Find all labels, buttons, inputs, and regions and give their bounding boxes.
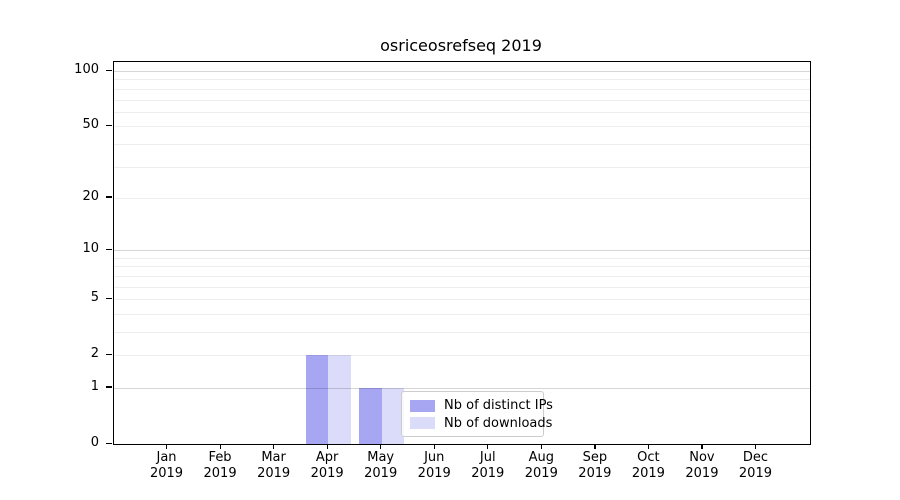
y-tick-mark: [106, 248, 112, 250]
legend-item-distinct-ips: Nb of distinct IPs: [410, 397, 553, 415]
x-tick-mark: [754, 444, 757, 449]
legend-item-downloads: Nb of downloads: [410, 415, 552, 433]
y-tick-label: 0: [90, 435, 99, 450]
x-tick-mark: [701, 444, 703, 449]
bar-nb-of-downloads-may: [381, 388, 405, 444]
y-tick-mark: [106, 69, 112, 71]
x-tick-mark: [540, 444, 542, 449]
legend-swatch-downloads: [410, 417, 435, 430]
minor-gridline: [114, 79, 810, 81]
y-tick-mark: [106, 442, 112, 444]
x-tick-label: Feb 2019: [203, 450, 237, 481]
y-tick-mark: [106, 297, 112, 299]
minor-gridline: [114, 88, 810, 90]
x-tick-label: Jan 2019: [149, 450, 184, 481]
bar-nb-of-distinct-ips-apr: [305, 355, 329, 444]
x-tick-label: Sep 2019: [578, 450, 612, 481]
x-tick-label: Oct 2019: [631, 450, 665, 481]
minor-gridline: [114, 355, 810, 357]
minor-gridline: [114, 286, 810, 288]
major-gridline: [114, 387, 810, 389]
x-tick-mark: [380, 444, 382, 449]
x-tick-label: Jul 2019: [471, 450, 505, 481]
y-tick-label: 20: [82, 188, 99, 204]
legend-label-distinct-ips: Nb of distinct IPs: [444, 398, 553, 414]
x-tick-mark: [433, 444, 435, 449]
minor-gridline: [114, 143, 810, 145]
minor-gridline: [114, 197, 810, 199]
x-tick-mark: [326, 444, 328, 449]
minor-gridline: [114, 111, 810, 113]
x-tick-mark: [594, 444, 596, 449]
major-gridline: [114, 71, 810, 73]
x-tick-label: Aug 2019: [524, 450, 558, 481]
minor-gridline: [114, 275, 810, 277]
minor-gridline: [114, 166, 810, 168]
y-tick-mark: [106, 124, 112, 126]
x-tick-label: Dec 2019: [738, 450, 772, 481]
y-tick-label: 1: [90, 378, 99, 394]
minor-gridline: [114, 266, 810, 268]
x-tick-label: Mar 2019: [257, 450, 291, 481]
x-tick-mark: [487, 444, 489, 449]
legend-label-downloads: Nb of downloads: [444, 415, 553, 431]
x-tick-label: Apr 2019: [310, 450, 344, 481]
y-tick-mark: [106, 196, 112, 198]
x-tick-label: May 2019: [364, 450, 398, 481]
bar-nb-of-distinct-ips-may: [359, 388, 382, 444]
major-gridline: [114, 250, 810, 252]
chart-title: osriceosrefseq 2019: [380, 36, 542, 55]
minor-gridline: [114, 331, 810, 333]
x-tick-label: Nov 2019: [685, 450, 719, 481]
minor-gridline: [114, 257, 810, 259]
y-tick-mark: [106, 386, 112, 388]
x-tick-label: Jun 2019: [417, 450, 451, 481]
y-tick-mark: [106, 353, 112, 355]
x-tick-mark: [647, 444, 650, 449]
minor-gridline: [114, 313, 810, 315]
y-tick-label: 2: [90, 346, 99, 362]
legend: Nb of distinct IPs Nb of downloads: [401, 391, 553, 437]
y-tick-label: 100: [74, 62, 99, 78]
minor-gridline: [114, 299, 810, 301]
x-tick-mark: [273, 444, 275, 449]
minor-gridline: [114, 99, 810, 101]
bar-nb-of-downloads-apr: [328, 355, 351, 444]
y-tick-label: 50: [82, 117, 99, 133]
minor-gridline: [114, 126, 810, 128]
legend-swatch-distinct-ips: [410, 399, 435, 412]
plot-area: [113, 61, 811, 445]
y-tick-label: 5: [90, 290, 99, 306]
x-tick-mark: [166, 444, 168, 449]
x-tick-mark: [219, 444, 221, 449]
y-tick-label: 10: [82, 241, 99, 257]
